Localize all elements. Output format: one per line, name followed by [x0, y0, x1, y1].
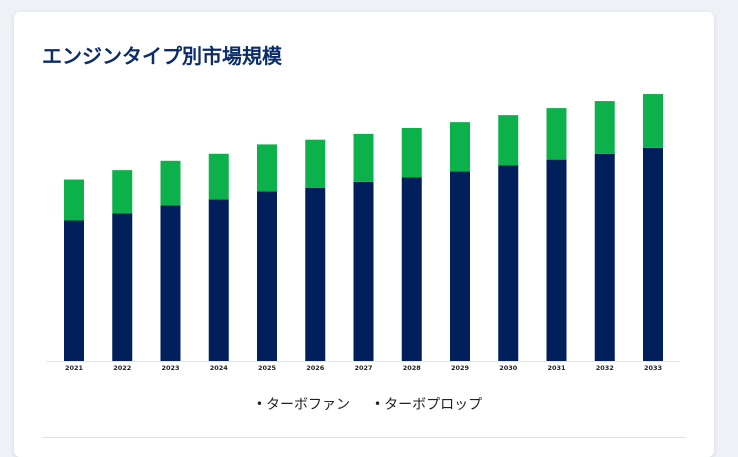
legend-item-turboprop: • ターボプロップ: [374, 394, 482, 414]
x-tick-label: 2030: [499, 364, 518, 372]
legend-bullet: •: [255, 397, 263, 411]
bar-turbofan-2030: [498, 165, 519, 361]
chart-legend: • ターボファン • ターボプロップ: [0, 394, 738, 414]
x-tick-label: 2032: [596, 364, 614, 372]
bar-turboprop-2022: [112, 170, 133, 214]
bar-turbofan-2031: [546, 159, 567, 361]
bar-turbofan-2028: [401, 177, 422, 361]
bar-turbofan-2029: [450, 171, 470, 361]
x-tick-label: 2023: [161, 364, 179, 372]
bar-turboprop-2029: [450, 122, 470, 172]
legend-label-turboprop: ターボプロップ: [384, 397, 483, 413]
x-tick-label: 2029: [451, 364, 470, 372]
x-tick-label: 2025: [258, 364, 277, 372]
bar-turbofan-2026: [305, 187, 326, 361]
chart-title: エンジンタイプ別市場規模: [42, 44, 282, 68]
bar-turbofan-2023: [160, 205, 181, 361]
bar-turbofan-2032: [594, 153, 615, 361]
bar-turboprop-2021: [64, 179, 84, 221]
x-tick-label: 2033: [644, 364, 662, 372]
bar-turboprop-2032: [594, 101, 615, 154]
x-tick-label: 2021: [65, 364, 84, 372]
bar-turboprop-2023: [160, 160, 181, 206]
bar-turbofan-2025: [257, 191, 277, 361]
bar-turboprop-2026: [305, 139, 326, 188]
bar-turboprop-2028: [401, 128, 422, 178]
bar-turboprop-2027: [353, 133, 374, 182]
bar-turbofan-2027: [353, 181, 374, 361]
bar-turbofan-2033: [643, 147, 663, 361]
bar-turboprop-2024: [208, 153, 229, 200]
bar-turboprop-2031: [546, 108, 567, 160]
bar-turboprop-2025: [257, 144, 277, 192]
x-tick-label: 2022: [113, 364, 131, 372]
bottom-divider: [42, 437, 686, 438]
legend-bullet: •: [374, 397, 382, 411]
legend-label-turbofan: ターボファン: [266, 397, 350, 413]
x-tick-label: 2027: [354, 364, 372, 372]
bar-turbofan-2021: [64, 220, 84, 361]
bar-turbofan-2024: [208, 199, 229, 361]
bar-turbofan-2022: [112, 213, 133, 361]
bar-turboprop-2033: [643, 94, 663, 148]
x-tick-label: 2028: [403, 364, 422, 372]
x-tick-label: 2031: [547, 364, 566, 372]
stacked-bar-chart: 2021 2022 2023 2024 2025 2026 2027 2028 2029 2030…: [46, 94, 680, 372]
legend-item-turbofan: • ターボファン: [256, 394, 350, 414]
bar-turboprop-2030: [498, 115, 519, 166]
x-tick-label: 2026: [306, 364, 325, 372]
x-tick-label: 2024: [210, 364, 229, 372]
